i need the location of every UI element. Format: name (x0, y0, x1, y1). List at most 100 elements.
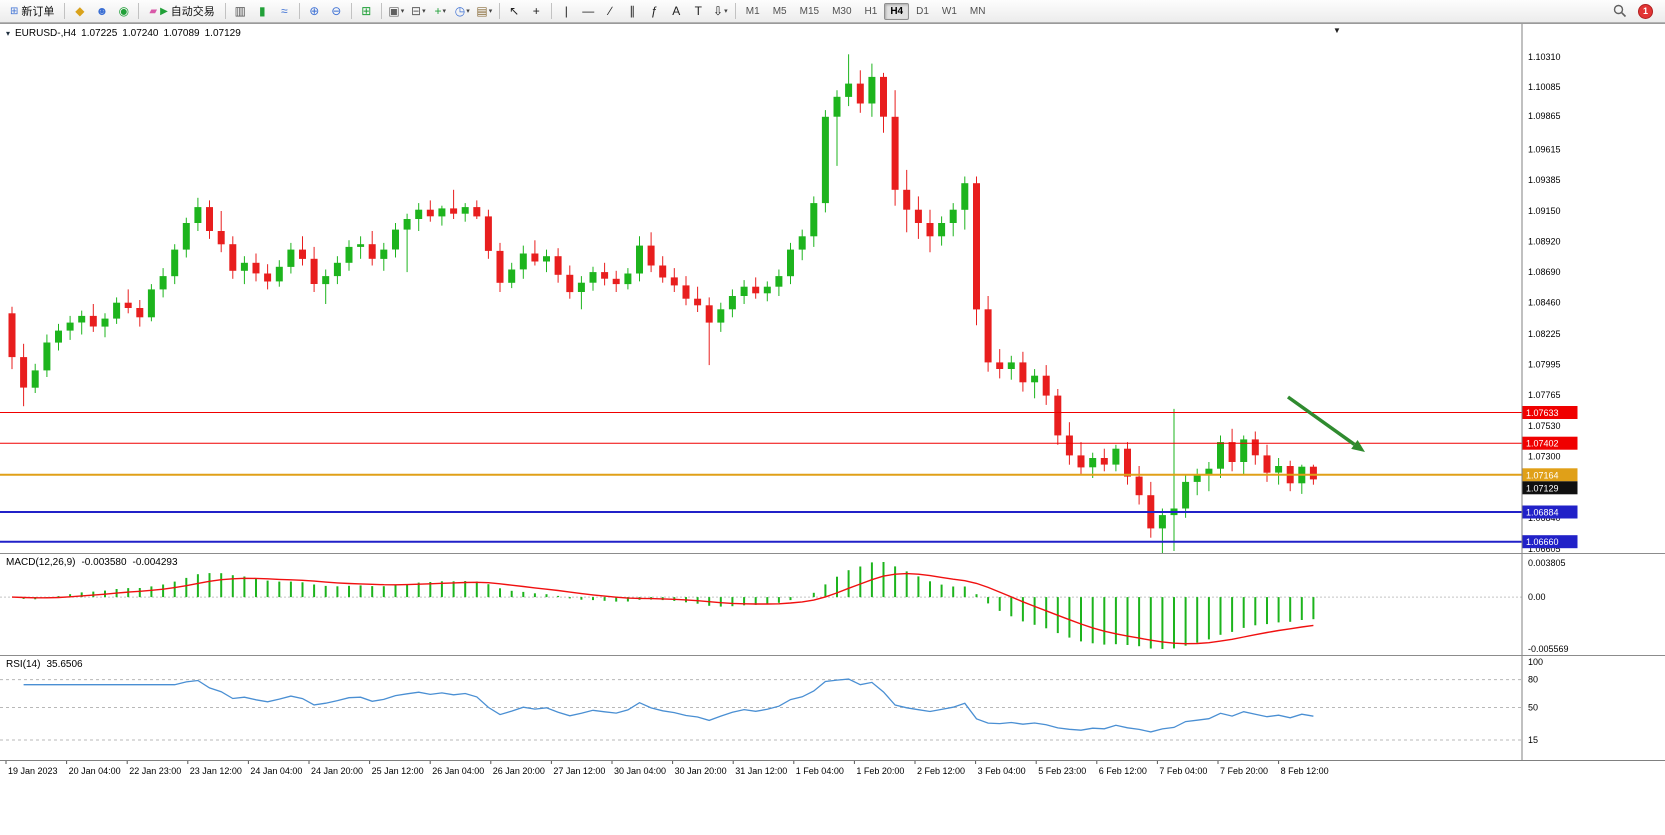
timeframe-button-mn[interactable]: MN (969, 5, 986, 17)
panel-divider-rsi[interactable] (0, 655, 1665, 656)
time-label: 2 Feb 12:00 (917, 766, 965, 776)
toolbar-separator (734, 3, 736, 19)
time-label: 20 Jan 04:00 (69, 766, 121, 776)
search-icon-glyph (1613, 4, 1626, 18)
symbol-period-label: EURUSD-,H4 (15, 28, 77, 39)
alerts-icon[interactable]: ◆ (75, 4, 85, 18)
community-icon[interactable]: ☻ (95, 4, 109, 18)
price-label: 1.08225 (1528, 329, 1561, 339)
price-label: 1.10310 (1528, 52, 1561, 62)
toolbar: ⊞ 新订单 ◆ ☻ ◉ ▰ ▶ 自动交易 ▥ ▮ ≈ ⊕ ⊖ ⊞ ▣ ▾ ⊟ ▾ + ▾ ◷ ▾ ▤ ▾ ↖ + | — ∕ ∥ ƒ A T ⇩ ▾… (0, 0, 1665, 23)
autotrading-button-label: 自动交易 (170, 6, 215, 18)
horizontal-level-lines[interactable] (0, 412, 1522, 543)
time-label: 26 Jan 20:00 (493, 766, 545, 776)
current-price-badge-label: 1.07129 (1526, 483, 1559, 493)
price-label: 1.08690 (1528, 267, 1561, 277)
macd-label: MACD(12,26,9) -0.003580 -0.004293 (6, 557, 178, 568)
fibonacci-icon[interactable]: ƒ (650, 4, 658, 18)
candles (8, 54, 1317, 553)
zoom-out-icon[interactable]: ⊖ (331, 4, 342, 18)
collapse-icon[interactable]: ▾ (6, 29, 11, 38)
price-label: 1.07530 (1528, 421, 1561, 431)
trend-arrow[interactable] (1286, 395, 1365, 452)
timeframe-button-w1[interactable]: W1 (941, 5, 957, 17)
rsi-name: RSI(14) (6, 659, 41, 670)
cascade-windows-icon[interactable]: ▣ ▾ (388, 4, 405, 18)
level-badge-label: 1.06884 (1526, 508, 1559, 518)
macd-canvas[interactable]: 0.003805 0.00 -0.005569 (0, 554, 1665, 655)
templates-icon[interactable]: ▤ ▾ (476, 4, 493, 18)
price-chart-canvas[interactable]: 1.10310 1.10085 1.09865 1.09615 1.09385 1.091… (0, 24, 1665, 553)
toolbar-separator (498, 3, 500, 19)
cursor-icon[interactable]: ↖ (509, 4, 520, 18)
time-axis[interactable]: 19 Jan 2023 20 Jan 04:00 22 Jan 23:00 23 Ja… (0, 760, 1665, 782)
notification-badge[interactable]: 1 (1638, 3, 1653, 19)
timeframe-button-m15[interactable]: M15 (799, 5, 820, 17)
timeframe-button-d1[interactable]: D1 (916, 5, 929, 17)
timeframe-button-m5[interactable]: M5 (772, 5, 787, 17)
toolbar-separator (138, 3, 140, 19)
periods-icon-dropdown[interactable]: ▾ (466, 7, 470, 15)
current-price-badge (1522, 481, 1578, 495)
line-chart-icon[interactable]: ≈ (281, 4, 288, 18)
panel-divider-macd[interactable] (0, 553, 1665, 554)
time-label: 7 Feb 20:00 (1220, 766, 1268, 776)
bar-chart-icon[interactable]: ▥ (234, 4, 246, 18)
arrows-tool-icon-dropdown[interactable]: ▾ (724, 7, 728, 15)
timeframe-button-h1[interactable]: H1 (864, 5, 878, 17)
tile-windows-icon[interactable]: ⊞ (361, 4, 372, 18)
level-badge-label: 1.07633 (1526, 408, 1559, 418)
level-badge (1522, 505, 1578, 519)
macd-axis-label: 0.00 (1528, 592, 1546, 602)
text-label-icon[interactable]: T (694, 4, 702, 18)
rsi-panel: 100 80 50 15 RSI(14) 35.6506 (0, 656, 1665, 760)
toolbar-right: 1 (1609, 2, 1661, 21)
candlestick-chart-icon[interactable]: ▮ (258, 4, 266, 18)
new-order-button[interactable]: ⊞ 新订单 (4, 2, 60, 21)
support-icon[interactable]: ◉ (118, 4, 130, 18)
arrange-windows-icon-dropdown[interactable]: ▾ (422, 7, 426, 15)
autotrading-play-icon: ▶ (160, 5, 168, 17)
rsi-value: 35.6506 (46, 659, 83, 670)
time-label: 27 Jan 12:00 (553, 766, 605, 776)
toolbar-separator (550, 3, 552, 19)
timeframe-button-h4[interactable]: H4 (884, 2, 910, 20)
autotrading-button[interactable]: ▰ ▶ 自动交易 (143, 2, 220, 21)
time-axis-canvas: 19 Jan 2023 20 Jan 04:00 22 Jan 23:00 23 Ja… (5, 761, 1329, 776)
search-icon[interactable] (1609, 2, 1630, 21)
ohlc-close: 1.07129 (204, 28, 241, 39)
price-label: 1.09385 (1528, 175, 1561, 185)
time-label: 7 Feb 04:00 (1159, 766, 1207, 776)
price-label: 1.09615 (1528, 144, 1561, 154)
cascade-windows-icon-dropdown[interactable]: ▾ (400, 7, 405, 15)
timeframe-button-m1[interactable]: M1 (745, 5, 760, 17)
add-indicator-icon[interactable]: + ▾ (434, 4, 447, 18)
time-label: 1 Feb 20:00 (856, 766, 904, 776)
time-label: 8 Feb 12:00 (1281, 766, 1329, 776)
periods-icon[interactable]: ◷ ▾ (454, 4, 470, 18)
zoom-in-icon[interactable]: ⊕ (309, 4, 320, 18)
market-news-icon: ▰ (149, 5, 158, 17)
timeframe-button-m30[interactable]: M30 (832, 5, 852, 17)
macd-signal-line (11, 572, 1314, 645)
equidistant-channel-icon[interactable]: ∥ (629, 4, 636, 18)
arrows-tool-icon[interactable]: ⇩ ▾ (713, 4, 728, 18)
horizontal-line-icon[interactable]: — (582, 4, 595, 18)
macd-main-value: -0.003580 (81, 557, 127, 568)
toolbar-separator (380, 3, 382, 19)
arrange-windows-icon[interactable]: ⊟ ▾ (411, 4, 426, 18)
text-icon[interactable]: A (672, 4, 681, 18)
add-indicator-icon-dropdown[interactable]: ▾ (442, 7, 447, 15)
chart-window: 1.10310 1.10085 1.09865 1.09615 1.09385 1.091… (0, 23, 1665, 782)
trendline-icon[interactable]: ∕ (609, 4, 612, 18)
vertical-line-icon[interactable]: | (564, 4, 568, 18)
crosshair-icon[interactable]: + (532, 4, 540, 18)
ohlc-low: 1.07089 (163, 28, 200, 39)
macd-histogram (22, 562, 1315, 649)
scroll-to-end-icon[interactable]: ▼ (1333, 26, 1341, 35)
time-label: 24 Jan 04:00 (250, 766, 302, 776)
rsi-canvas[interactable]: 100 80 50 15 (0, 656, 1665, 760)
price-label: 1.09865 (1528, 111, 1561, 121)
templates-icon-dropdown[interactable]: ▾ (488, 7, 493, 15)
toolbar-separator (298, 3, 300, 19)
